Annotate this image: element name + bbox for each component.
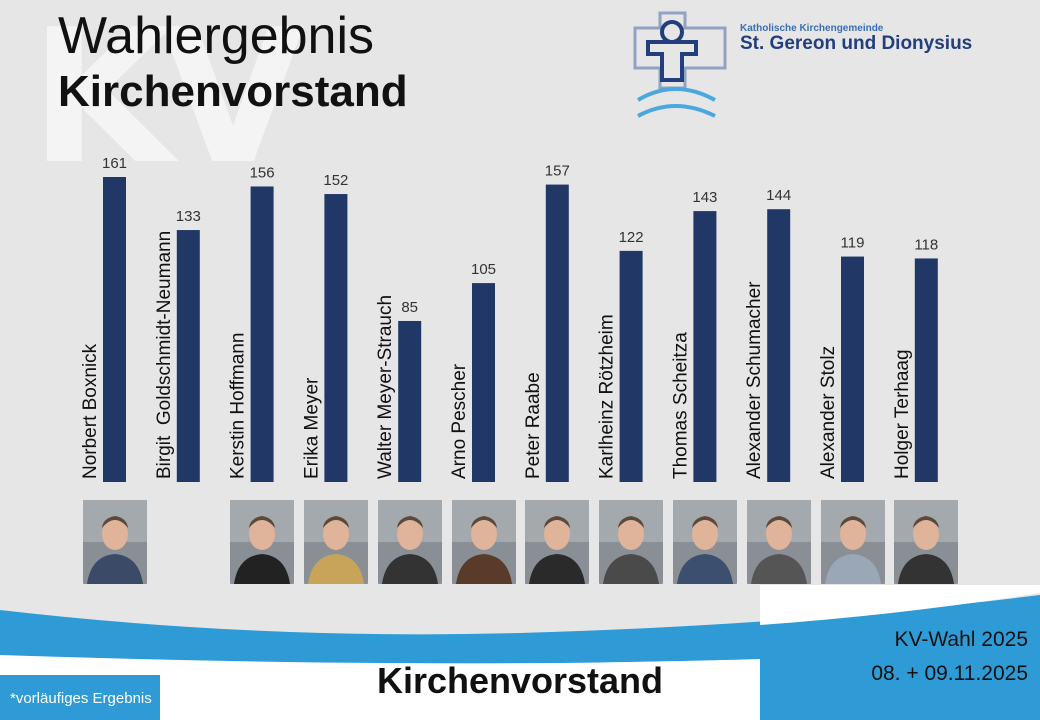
bar-2 bbox=[176, 230, 200, 482]
candidate-name-label: Holger Terhaag bbox=[892, 349, 913, 479]
candidate-photo bbox=[377, 500, 442, 584]
org-line-1: Katholische Kirchengemeinde bbox=[740, 23, 884, 34]
candidate-name-label: Karlheinz Rötzheim bbox=[597, 314, 618, 479]
bar-5 bbox=[398, 320, 422, 482]
candidate-photo bbox=[599, 500, 664, 584]
footer-wave bbox=[0, 585, 1040, 720]
candidate-name-label: Arno Pescher bbox=[449, 363, 470, 479]
candidate-name-label: Alexander Schumacher bbox=[744, 281, 765, 479]
candidate-name-label: Kerstin Hoffmann bbox=[228, 333, 249, 479]
page-title: Wahlergebnis bbox=[58, 7, 375, 65]
candidate-name-label: Alexander Stolz bbox=[818, 346, 839, 479]
org-line-2: St. Gereon und Dionysius bbox=[740, 33, 973, 54]
candidate-photo bbox=[303, 500, 368, 584]
candidate-name-label: Thomas Scheitza bbox=[670, 332, 691, 479]
bar-value-label: 157 bbox=[545, 163, 570, 180]
bar-11 bbox=[841, 256, 864, 482]
footer-event: KV-Wahl 2025 bbox=[894, 628, 1028, 651]
bar-value-label: 152 bbox=[323, 172, 348, 189]
parish-logo-icon bbox=[633, 11, 727, 118]
candidate-photo bbox=[451, 500, 516, 584]
bar-6 bbox=[472, 283, 495, 482]
candidate-photo bbox=[525, 500, 590, 584]
candidate-name-label: Erika Meyer bbox=[301, 377, 322, 479]
candidate-name-label: Peter Raabe bbox=[523, 372, 544, 479]
footer-dates: 08. + 09.11.2025 bbox=[871, 662, 1028, 685]
bar-value-label: 118 bbox=[914, 236, 938, 253]
bar-value-label: 144 bbox=[766, 187, 791, 204]
footer-title: Kirchenvorstand bbox=[376, 660, 664, 701]
candidate-name-label: Walter Meyer-Strauch bbox=[375, 295, 396, 479]
candidate-photo bbox=[230, 500, 295, 584]
bar-4 bbox=[324, 194, 348, 482]
candidate-photo bbox=[894, 500, 959, 584]
page-subtitle: Kirchenvorstand bbox=[58, 67, 408, 116]
bar-value-label: 105 bbox=[471, 261, 496, 278]
watermark-text: KV bbox=[30, 0, 305, 205]
candidate-name-label: Birgit Goldschmidt-Neumann bbox=[154, 231, 175, 479]
bar-value-label: 133 bbox=[176, 208, 201, 225]
candidate-photo bbox=[82, 500, 147, 584]
bar-7 bbox=[545, 184, 569, 482]
candidate-photo bbox=[820, 500, 885, 584]
bar-1 bbox=[103, 177, 126, 482]
bar-value-label: 119 bbox=[841, 235, 865, 252]
bar-value-label: 156 bbox=[250, 164, 275, 181]
bar-value-label: 122 bbox=[619, 229, 644, 246]
bar-8 bbox=[619, 250, 643, 482]
footer-note: *vorläufiges Ergebnis bbox=[10, 690, 152, 707]
bar-value-label: 143 bbox=[692, 189, 717, 206]
candidate-photo bbox=[672, 500, 737, 584]
candidate-name-label: Norbert Boxnick bbox=[80, 343, 101, 479]
bar-value-label: 85 bbox=[401, 299, 418, 316]
bar-9 bbox=[693, 211, 717, 483]
bar-10 bbox=[767, 209, 791, 483]
bar-12 bbox=[914, 258, 938, 482]
candidate-photo bbox=[746, 500, 811, 584]
bar-3 bbox=[250, 186, 274, 482]
bar-value-label: 161 bbox=[102, 155, 127, 172]
